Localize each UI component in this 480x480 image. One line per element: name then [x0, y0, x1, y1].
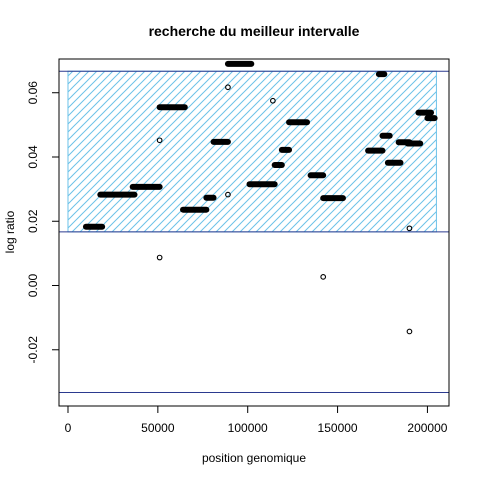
- x-tick-label: 200000: [407, 421, 447, 435]
- y-tick-label: 0.04: [26, 145, 40, 169]
- x-axis-title: position genomique: [202, 451, 306, 465]
- y-tick-label: 0.02: [26, 209, 40, 233]
- x-tick-label: 100000: [228, 421, 268, 435]
- y-tick-label: 0.00: [26, 274, 40, 298]
- data-point: [156, 254, 163, 261]
- data-point: [225, 191, 231, 198]
- x-tick-label: 0: [65, 421, 72, 435]
- data-point: [406, 328, 413, 335]
- x-tick-label: 150000: [318, 421, 358, 435]
- y-tick-label: -0.02: [26, 336, 40, 364]
- axes: 0 50000 100000 150000 200000 -0.02 0.00 0.02 0.0…: [26, 58, 450, 435]
- data-point: [270, 97, 276, 104]
- plot-area: [59, 60, 449, 394]
- y-tick-label: 0.06: [26, 81, 40, 105]
- chart-title: recherche du meilleur intervalle: [149, 23, 360, 39]
- data-point: [225, 84, 231, 91]
- data-point: [406, 225, 413, 232]
- x-tick-label: 50000: [141, 421, 175, 435]
- data-point: [320, 273, 327, 280]
- y-axis-title: log ratio: [3, 210, 17, 253]
- data-point: [156, 137, 163, 144]
